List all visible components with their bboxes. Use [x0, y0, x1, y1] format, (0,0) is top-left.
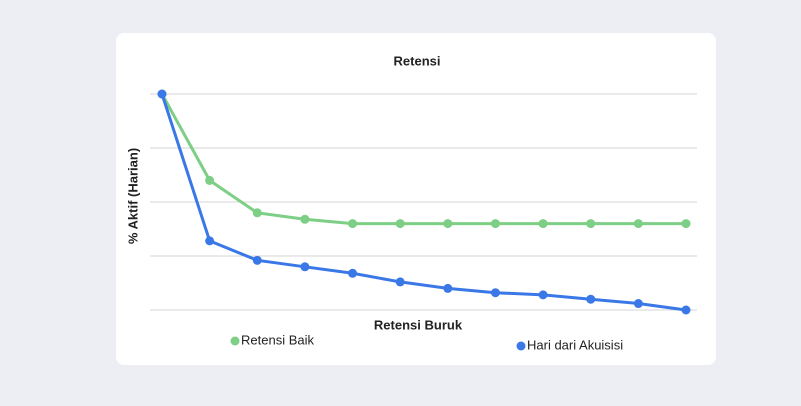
data-point — [300, 262, 310, 272]
legend-marker — [230, 336, 240, 346]
data-point — [443, 283, 453, 293]
chart-title: Retensi — [394, 53, 441, 68]
legend-label: Retensi Baik — [241, 332, 314, 347]
y-axis-label: % Aktif (Harian) — [125, 148, 140, 244]
data-point — [348, 268, 358, 278]
data-point — [490, 219, 500, 229]
data-point — [490, 288, 500, 298]
data-point — [586, 219, 596, 229]
data-point — [395, 277, 405, 287]
data-point — [205, 236, 215, 246]
x-axis-label: Retensi Buruk — [374, 317, 463, 332]
series-line — [160, 93, 687, 312]
data-point — [395, 219, 405, 229]
data-point — [157, 89, 167, 99]
data-point — [538, 290, 548, 300]
data-point — [633, 219, 643, 229]
data-point — [681, 305, 691, 315]
data-point — [252, 255, 262, 265]
data-point — [586, 294, 596, 304]
data-point — [205, 175, 215, 185]
data-point — [633, 299, 643, 309]
data-point — [681, 219, 691, 229]
series-line — [160, 93, 686, 226]
legend-label: Hari dari Akuisisi — [527, 337, 623, 352]
data-point — [252, 208, 262, 218]
data-point — [538, 219, 548, 229]
legend-marker — [516, 341, 526, 351]
card — [116, 33, 716, 365]
data-point — [300, 214, 310, 224]
data-point — [348, 219, 358, 229]
data-point — [443, 219, 453, 229]
